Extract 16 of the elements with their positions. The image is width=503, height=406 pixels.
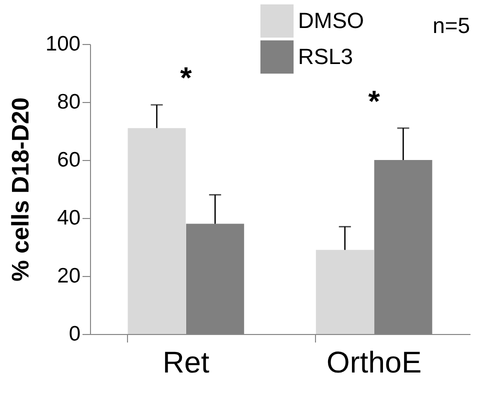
x-tick-label: Ret (162, 346, 210, 380)
y-tick-label: 60 (57, 148, 80, 172)
annotation: * (368, 85, 380, 118)
legend-label: RSL3 (298, 44, 354, 69)
x-tick-label: OrthoE (326, 346, 422, 380)
y-tick-label: 40 (57, 206, 80, 230)
y-tick-label: 0 (68, 322, 80, 346)
y-tick-label: 80 (57, 90, 80, 114)
bar (316, 250, 374, 334)
bar (128, 128, 186, 334)
y-axis-title: % cells D18-D20 (7, 97, 34, 282)
y-tick-label: 20 (57, 264, 80, 288)
text: n=5 (432, 13, 470, 38)
annotation: * (180, 62, 192, 96)
legend-label: DMSO (298, 8, 364, 33)
y-tick-label: 100 (45, 32, 80, 56)
